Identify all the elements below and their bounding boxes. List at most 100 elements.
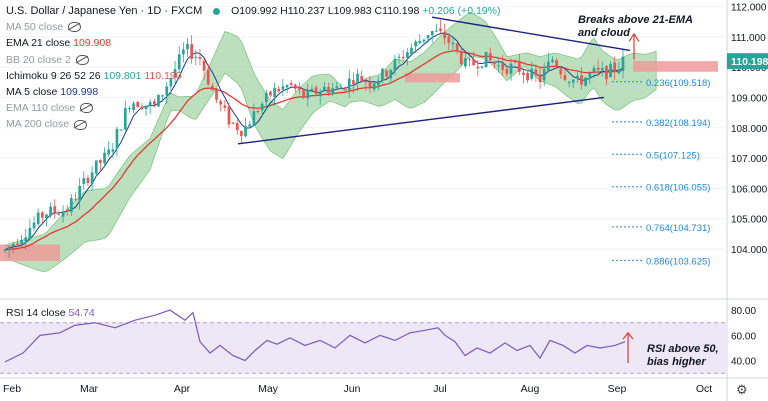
candle-body xyxy=(426,35,430,39)
time-tick-label: Mar xyxy=(80,383,99,395)
candle-body xyxy=(551,59,554,62)
legend-ma200[interactable]: MA 200 close xyxy=(6,116,500,132)
candle-body xyxy=(567,81,571,83)
candle-body xyxy=(248,124,252,127)
fib-level-label: 0.382(108.194) xyxy=(646,118,710,129)
candle-body xyxy=(3,249,7,251)
candle-body xyxy=(439,28,442,31)
price-tick-label: 111.000 xyxy=(731,33,766,44)
hidden-eye-icon[interactable] xyxy=(80,103,94,114)
candle-body xyxy=(410,47,413,55)
settings-gear-icon[interactable]: ⚙ xyxy=(736,382,748,397)
candle-body xyxy=(11,244,15,247)
candle-body xyxy=(202,60,206,71)
candle-body xyxy=(28,227,32,240)
candle-body xyxy=(422,39,426,42)
candle-body xyxy=(314,87,318,95)
candle-body xyxy=(285,85,289,88)
candle-body xyxy=(513,61,517,63)
trendlines xyxy=(237,16,631,145)
candle-body xyxy=(186,43,189,50)
candle-body xyxy=(223,105,227,108)
candle-body xyxy=(32,222,36,229)
candle-body xyxy=(298,87,301,90)
ichimoku-value-2: 110.190 xyxy=(144,69,182,82)
time-tick-label: Apr xyxy=(174,383,191,395)
rsi-tick-label: 80.00 xyxy=(731,306,756,317)
candle-body xyxy=(215,88,218,100)
legend-ema21[interactable]: EMA 21 close 109.908 xyxy=(6,35,500,51)
change-value: +0.206 (+0.19%) xyxy=(422,5,501,17)
candle-body xyxy=(198,56,202,59)
market-status-icon xyxy=(213,7,221,15)
rsi-label: RSI 14 close xyxy=(6,307,66,319)
legend-ma50[interactable]: MA 50 close xyxy=(6,19,500,35)
candle-body xyxy=(588,72,592,78)
candle-body xyxy=(128,108,131,110)
hidden-eye-icon[interactable] xyxy=(74,119,88,130)
candle-body xyxy=(61,211,65,217)
price-tick-label: 104.000 xyxy=(731,245,768,256)
ohlc-values: O109.992 H110.237 L109.983 C110.198 +0.2… xyxy=(231,5,500,17)
candle-body xyxy=(20,239,23,245)
candle-body xyxy=(86,177,90,183)
candle-body xyxy=(115,128,119,149)
candle-body xyxy=(522,72,525,75)
legend-bb[interactable]: BB 20 close 2 xyxy=(6,52,500,68)
candle-body xyxy=(240,130,243,137)
hidden-eye-icon[interactable] xyxy=(68,22,82,33)
legend-ema110[interactable]: EMA 110 close xyxy=(6,100,500,116)
candle-body xyxy=(397,56,401,58)
candle-body xyxy=(538,74,542,83)
rsi-legend: RSI 14 close 54.74 xyxy=(6,307,95,319)
candle-body xyxy=(289,83,293,85)
candle-body xyxy=(235,123,239,131)
last-price-label: 110.198 xyxy=(731,56,768,68)
candle-body xyxy=(580,75,583,85)
candle-body xyxy=(277,88,281,92)
candle-body xyxy=(227,106,231,125)
hidden-eye-icon[interactable] xyxy=(75,54,89,65)
candle-body xyxy=(488,53,492,61)
legend-ichimoku[interactable]: Ichimoku 9 26 52 26 109.801 110.190 xyxy=(6,68,500,84)
candle-body xyxy=(310,89,314,91)
candle-body xyxy=(7,246,11,250)
fib-level-label: 0.5(107.125) xyxy=(646,150,700,161)
candle-body xyxy=(571,79,575,83)
candle-body xyxy=(563,75,567,80)
candle-body xyxy=(190,44,193,59)
candle-body xyxy=(609,63,612,78)
candle-body xyxy=(405,52,409,58)
fibonacci-levels: 0.236(109.518) 0.382(108.194) 0.5(107.125)… xyxy=(612,78,710,267)
candle-body xyxy=(617,69,621,74)
candle-body xyxy=(281,86,285,90)
time-tick-label: Aug xyxy=(521,383,540,395)
candle-body xyxy=(376,80,380,86)
symbol-title: U.S. Dollar / Japanese Yen · 1D · FXCM xyxy=(6,5,203,17)
candle-body xyxy=(74,199,77,201)
candle-body xyxy=(94,160,98,174)
candle-body xyxy=(331,88,335,95)
rsi-panel xyxy=(0,309,727,374)
candle-body xyxy=(335,86,339,88)
candle-body xyxy=(57,214,61,216)
candle-body xyxy=(530,68,534,79)
ma5-label: MA 5 close xyxy=(6,86,58,99)
candle-body xyxy=(16,243,19,245)
candle-body xyxy=(447,36,451,43)
candle-body xyxy=(389,69,393,79)
rsi-line xyxy=(4,309,626,363)
candle-body xyxy=(244,126,247,137)
candle-body xyxy=(472,59,476,66)
candle-body xyxy=(343,87,347,90)
candle-body xyxy=(107,149,111,155)
legend-ma5[interactable]: MA 5 close 109.998 xyxy=(6,84,500,100)
price-tick-label: 105.000 xyxy=(731,215,768,226)
candle-body xyxy=(323,86,326,91)
candle-body xyxy=(464,58,467,67)
candle-body xyxy=(347,78,351,91)
candle-body xyxy=(161,95,164,97)
candle-body xyxy=(600,68,604,71)
close-value: C110.198 xyxy=(374,5,420,17)
